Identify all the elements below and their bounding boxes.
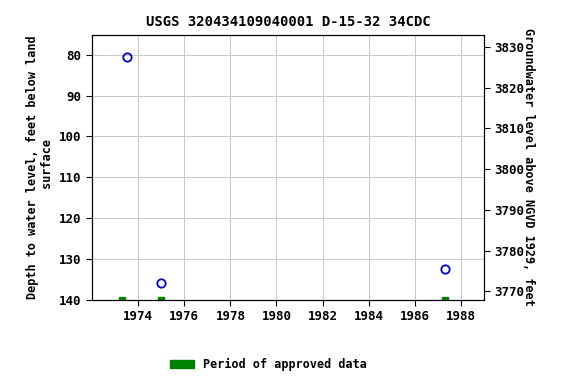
Y-axis label: Groundwater level above NGVD 1929, feet: Groundwater level above NGVD 1929, feet — [522, 28, 535, 306]
Y-axis label: Depth to water level, feet below land
 surface: Depth to water level, feet below land su… — [26, 35, 54, 299]
Title: USGS 320434109040001 D-15-32 34CDC: USGS 320434109040001 D-15-32 34CDC — [146, 15, 430, 29]
Legend: Period of approved data: Period of approved data — [165, 353, 372, 376]
